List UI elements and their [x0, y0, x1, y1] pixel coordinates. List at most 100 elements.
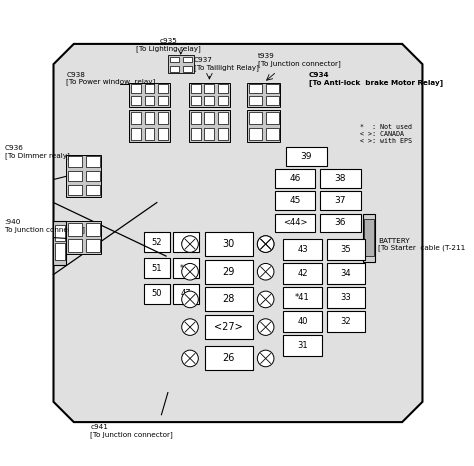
FancyBboxPatch shape — [131, 128, 141, 140]
FancyBboxPatch shape — [158, 128, 168, 140]
FancyBboxPatch shape — [205, 315, 253, 339]
FancyBboxPatch shape — [86, 223, 100, 236]
FancyBboxPatch shape — [173, 258, 199, 278]
FancyBboxPatch shape — [218, 112, 228, 124]
FancyBboxPatch shape — [204, 112, 214, 124]
Text: 38: 38 — [335, 174, 346, 183]
FancyBboxPatch shape — [249, 128, 262, 140]
FancyBboxPatch shape — [170, 57, 179, 62]
Text: 45: 45 — [290, 196, 301, 205]
Text: *  : Not used
< >: CANADA
< >: with EPS: * : Not used < >: CANADA < >: with EPS — [360, 124, 412, 144]
FancyBboxPatch shape — [145, 128, 155, 140]
Text: 49: 49 — [181, 238, 191, 247]
FancyBboxPatch shape — [283, 311, 322, 332]
Text: <27>: <27> — [214, 322, 243, 332]
Text: 32: 32 — [341, 317, 351, 326]
FancyBboxPatch shape — [204, 128, 214, 140]
FancyBboxPatch shape — [144, 284, 170, 304]
FancyBboxPatch shape — [283, 263, 322, 284]
Circle shape — [182, 319, 198, 336]
FancyBboxPatch shape — [204, 84, 214, 93]
FancyBboxPatch shape — [189, 110, 230, 142]
FancyBboxPatch shape — [158, 84, 168, 93]
Text: 43: 43 — [297, 245, 308, 254]
FancyBboxPatch shape — [144, 258, 170, 278]
FancyBboxPatch shape — [205, 288, 253, 311]
FancyBboxPatch shape — [68, 171, 82, 181]
Text: *48: *48 — [180, 264, 193, 273]
FancyBboxPatch shape — [275, 169, 316, 188]
FancyBboxPatch shape — [205, 260, 253, 284]
Text: 35: 35 — [341, 245, 351, 254]
Text: *41: *41 — [295, 293, 310, 302]
FancyBboxPatch shape — [320, 192, 361, 210]
FancyBboxPatch shape — [131, 112, 141, 124]
Text: BATTERY
[To Starter  cable (T-211: BATTERY [To Starter cable (T-211 — [378, 238, 465, 251]
Circle shape — [182, 236, 198, 253]
Text: 36: 36 — [335, 219, 346, 227]
FancyBboxPatch shape — [283, 288, 322, 308]
FancyBboxPatch shape — [283, 240, 322, 260]
FancyBboxPatch shape — [170, 66, 179, 72]
FancyBboxPatch shape — [68, 223, 82, 236]
FancyBboxPatch shape — [275, 213, 316, 232]
Text: :940
To Junction connector]: :940 To Junction connector] — [5, 219, 84, 233]
Text: C936
[To Dimmer realy]: C936 [To Dimmer realy] — [5, 145, 69, 159]
FancyBboxPatch shape — [66, 221, 101, 254]
Circle shape — [257, 291, 274, 308]
FancyBboxPatch shape — [327, 288, 365, 308]
FancyBboxPatch shape — [247, 82, 281, 107]
Text: 37: 37 — [335, 196, 346, 205]
Text: 30: 30 — [223, 239, 235, 249]
Text: <44>: <44> — [283, 219, 308, 227]
FancyBboxPatch shape — [191, 84, 201, 93]
Circle shape — [182, 263, 198, 280]
Text: 29: 29 — [223, 267, 235, 277]
Text: 28: 28 — [223, 295, 235, 304]
FancyBboxPatch shape — [86, 171, 100, 181]
Text: c935
[To Lighting relay]: c935 [To Lighting relay] — [137, 38, 201, 52]
FancyBboxPatch shape — [249, 96, 262, 105]
FancyBboxPatch shape — [145, 96, 155, 105]
Text: 50: 50 — [152, 289, 162, 298]
FancyBboxPatch shape — [275, 192, 316, 210]
FancyBboxPatch shape — [68, 157, 82, 167]
FancyBboxPatch shape — [129, 110, 170, 142]
FancyBboxPatch shape — [158, 96, 168, 105]
FancyBboxPatch shape — [265, 96, 279, 105]
Circle shape — [257, 236, 274, 253]
FancyBboxPatch shape — [191, 112, 201, 124]
Text: 34: 34 — [341, 269, 351, 278]
FancyBboxPatch shape — [218, 84, 228, 93]
Text: c941
[To Junction connector]: c941 [To Junction connector] — [91, 424, 173, 438]
FancyBboxPatch shape — [205, 346, 253, 370]
FancyBboxPatch shape — [286, 147, 327, 166]
FancyBboxPatch shape — [265, 112, 279, 124]
FancyBboxPatch shape — [327, 311, 365, 332]
Text: 26: 26 — [223, 353, 235, 363]
FancyBboxPatch shape — [145, 84, 155, 93]
FancyBboxPatch shape — [173, 284, 199, 304]
FancyBboxPatch shape — [189, 82, 230, 107]
Text: t939
[To Junction connector]: t939 [To Junction connector] — [258, 53, 341, 67]
FancyBboxPatch shape — [86, 185, 100, 195]
FancyBboxPatch shape — [218, 96, 228, 105]
Circle shape — [257, 236, 274, 253]
Circle shape — [257, 319, 274, 336]
FancyBboxPatch shape — [265, 84, 279, 93]
FancyBboxPatch shape — [327, 263, 365, 284]
FancyBboxPatch shape — [249, 84, 262, 93]
FancyBboxPatch shape — [55, 243, 64, 260]
FancyBboxPatch shape — [247, 110, 281, 142]
FancyBboxPatch shape — [129, 82, 170, 107]
FancyBboxPatch shape — [55, 225, 64, 241]
FancyBboxPatch shape — [131, 96, 141, 105]
Text: C937
[To Taillight Relay]: C937 [To Taillight Relay] — [194, 57, 259, 70]
FancyBboxPatch shape — [327, 240, 365, 260]
Text: C934
[To Anti-lock  brake Motor Relay]: C934 [To Anti-lock brake Motor Relay] — [309, 72, 443, 86]
FancyBboxPatch shape — [145, 112, 155, 124]
FancyBboxPatch shape — [66, 155, 101, 197]
Circle shape — [182, 350, 198, 367]
FancyBboxPatch shape — [182, 57, 192, 62]
FancyBboxPatch shape — [182, 66, 192, 72]
